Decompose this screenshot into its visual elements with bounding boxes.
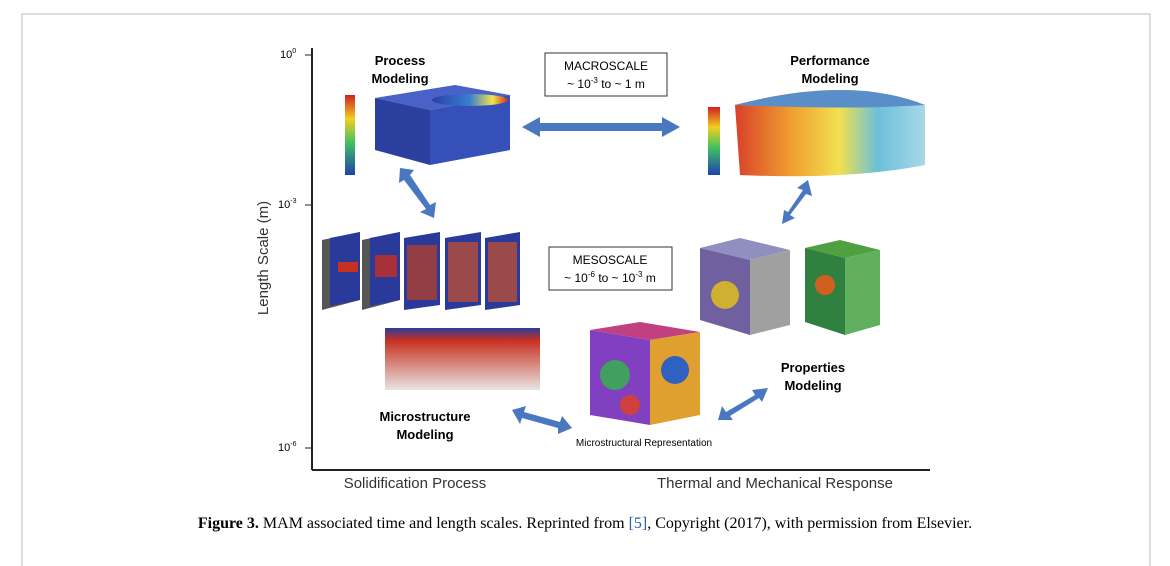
text: ~ 10 xyxy=(564,271,588,285)
color-legend xyxy=(708,107,720,175)
shape xyxy=(845,250,880,335)
shape xyxy=(375,255,397,277)
text: m xyxy=(642,271,655,285)
scale-range: ~ 10-3 to ~ 1 m xyxy=(567,76,645,91)
label: Modeling xyxy=(371,71,428,86)
shape xyxy=(448,242,478,302)
melt-pool xyxy=(432,94,508,106)
shape xyxy=(488,242,517,302)
shape xyxy=(750,250,790,335)
y-tick-label: 10-3 xyxy=(278,198,297,211)
x-label: Solidification Process xyxy=(344,475,487,492)
y-tick-label: 10-6 xyxy=(278,441,297,454)
scale-title: MACROSCALE xyxy=(564,59,648,73)
shape xyxy=(718,388,768,420)
text: ~ 10 xyxy=(567,77,591,91)
y-tick-label: 100 xyxy=(280,48,296,61)
shape xyxy=(620,395,640,415)
label: Modeling xyxy=(396,427,453,442)
text: Figure 3. xyxy=(198,515,259,532)
shape xyxy=(407,245,437,300)
shape xyxy=(338,262,358,272)
text: 10 xyxy=(278,442,290,454)
shape xyxy=(512,406,572,434)
scale-title: MESOSCALE xyxy=(573,253,648,267)
shape xyxy=(600,360,630,390)
text: , Copyright (2017), with permission from… xyxy=(647,515,972,532)
shape xyxy=(661,356,689,384)
label: Modeling xyxy=(784,378,841,393)
shape xyxy=(815,275,835,295)
text: MAM associated time and length scales. R… xyxy=(259,515,629,532)
label: Properties xyxy=(781,360,845,375)
y-axis-label: Length Scale (m) xyxy=(255,201,272,315)
text: [5] xyxy=(629,515,648,532)
shape xyxy=(782,180,812,224)
text: 0 xyxy=(292,48,296,55)
x-label: Thermal and Mechanical Response xyxy=(657,475,893,492)
shape xyxy=(711,281,739,309)
solidification-images xyxy=(322,232,520,310)
text: -6 xyxy=(290,441,296,448)
performance-image xyxy=(735,90,925,108)
microstructure-cube xyxy=(590,322,700,425)
text: 10 xyxy=(280,49,292,61)
page: 100 10-3 10-6 Length Scale (m) Solidific… xyxy=(0,0,1170,566)
dendrite-image xyxy=(385,328,540,390)
shape xyxy=(399,168,436,218)
label: Process xyxy=(375,53,426,68)
text: -3 xyxy=(290,198,296,205)
color-legend xyxy=(345,95,355,175)
label: Microstructural Representation xyxy=(576,438,712,449)
caption: Figure 3. MAM associated time and length… xyxy=(198,515,972,532)
shape xyxy=(522,117,680,137)
scale-range: ~ 10-6 to ~ 10-3 m xyxy=(564,270,656,285)
label: Microstructure xyxy=(379,409,470,424)
text: to ~ 10 xyxy=(595,271,636,285)
text: to ~ 1 m xyxy=(598,77,645,91)
text: 10 xyxy=(278,199,290,211)
label: Modeling xyxy=(801,71,858,86)
properties-images xyxy=(700,238,880,335)
label: Performance xyxy=(790,53,869,68)
